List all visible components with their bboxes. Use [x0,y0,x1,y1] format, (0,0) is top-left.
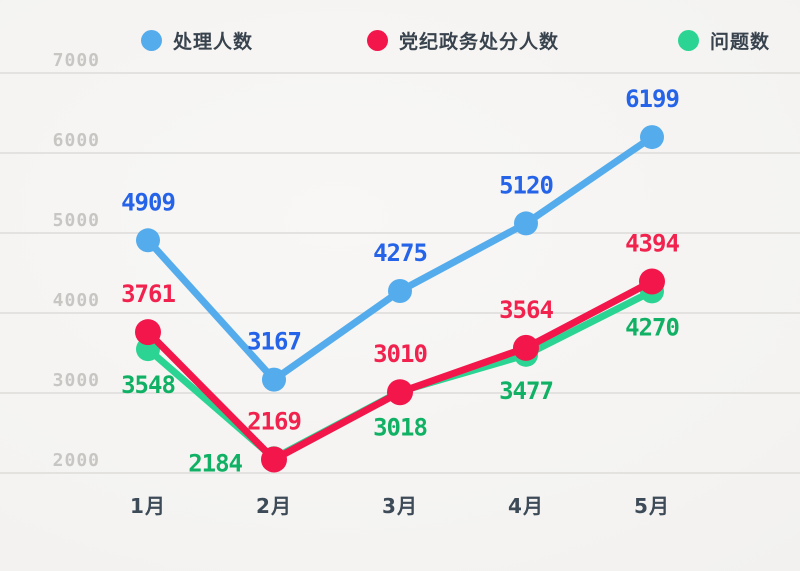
legend-item-processed[interactable]: 处理人数 [141,27,253,54]
value-label-issues-2月: 2184 [188,449,242,477]
value-label-discipline-3月: 3010 [373,340,427,368]
legend-marker-discipline-icon [367,30,388,51]
value-label-discipline-4月: 3564 [499,296,553,324]
value-label-processed-2月: 3167 [247,328,301,356]
x-axis-label: 1月 [130,494,166,518]
y-tick-label: 5000 [53,210,100,231]
value-label-discipline-1月: 3761 [121,280,175,308]
data-point-processed-4月[interactable] [514,211,538,236]
value-label-issues-1月: 3548 [121,371,175,399]
y-tick-label: 7000 [53,50,100,71]
value-label-discipline-5月: 4394 [625,229,679,257]
legend-label-processed: 处理人数 [173,31,254,53]
x-axis-label: 3月 [382,494,418,518]
value-label-issues-5月: 4270 [625,313,679,341]
y-tick-label: 6000 [53,130,100,151]
data-point-discipline-4月[interactable] [513,334,539,361]
value-label-issues-4月: 3477 [499,377,553,405]
data-point-processed-5月[interactable] [640,125,664,150]
value-label-processed-4月: 5120 [499,171,553,199]
data-point-discipline-1月[interactable] [135,319,161,346]
legend-item-discipline[interactable]: 党纪政务处分人数 [367,27,559,54]
value-label-discipline-2月: 2169 [247,407,301,435]
legend-label-discipline: 党纪政务处分人数 [399,31,560,53]
x-axis-label: 4月 [508,494,544,518]
legend-marker-issues-icon [678,30,699,51]
data-point-discipline-5月[interactable] [639,268,665,295]
data-point-discipline-2月[interactable] [261,446,287,473]
legend-label-issues: 问题数 [710,31,771,53]
value-label-processed-3月: 4275 [373,239,427,267]
x-axis-label: 5月 [634,494,670,518]
data-point-discipline-3月[interactable] [387,379,413,406]
value-label-processed-1月: 4909 [121,188,175,216]
value-label-processed-5月: 6199 [625,85,679,113]
data-point-processed-1月[interactable] [136,228,160,253]
y-tick-label: 4000 [53,290,100,311]
data-point-processed-2月[interactable] [262,367,286,392]
y-tick-label: 3000 [53,370,100,391]
x-axis-label: 2月 [256,494,292,518]
legend-item-issues[interactable]: 问题数 [678,27,770,54]
legend-marker-processed-icon [141,30,162,51]
y-tick-label: 2000 [53,450,100,471]
value-label-issues-3月: 3018 [373,414,427,442]
data-point-processed-3月[interactable] [388,279,412,303]
